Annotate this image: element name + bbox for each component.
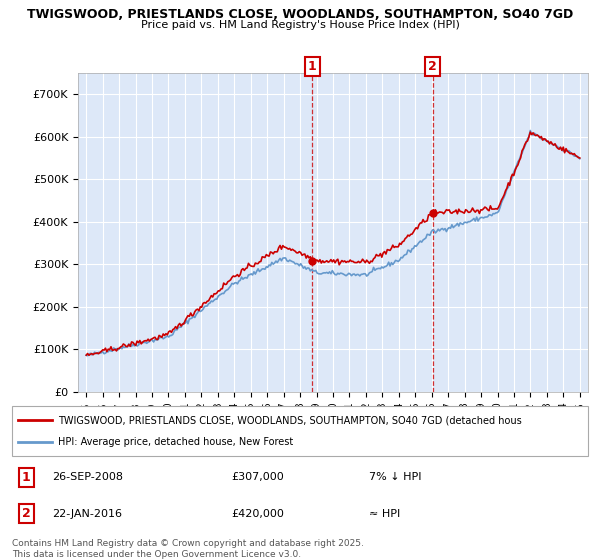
Text: Price paid vs. HM Land Registry's House Price Index (HPI): Price paid vs. HM Land Registry's House …: [140, 20, 460, 30]
Text: £307,000: £307,000: [231, 473, 284, 482]
Text: 1: 1: [308, 60, 317, 73]
Text: HPI: Average price, detached house, New Forest: HPI: Average price, detached house, New …: [58, 437, 293, 447]
FancyBboxPatch shape: [12, 406, 588, 456]
Text: 2: 2: [428, 60, 437, 73]
Text: Contains HM Land Registry data © Crown copyright and database right 2025.
This d: Contains HM Land Registry data © Crown c…: [12, 539, 364, 559]
Text: 7% ↓ HPI: 7% ↓ HPI: [369, 473, 422, 482]
Text: 2: 2: [22, 507, 31, 520]
Text: £420,000: £420,000: [231, 509, 284, 519]
Text: TWIGSWOOD, PRIESTLANDS CLOSE, WOODLANDS, SOUTHAMPTON, SO40 7GD: TWIGSWOOD, PRIESTLANDS CLOSE, WOODLANDS,…: [27, 8, 573, 21]
Text: TWIGSWOOD, PRIESTLANDS CLOSE, WOODLANDS, SOUTHAMPTON, SO40 7GD (detached hous: TWIGSWOOD, PRIESTLANDS CLOSE, WOODLANDS,…: [58, 415, 522, 425]
Text: ≈ HPI: ≈ HPI: [369, 509, 400, 519]
Text: 1: 1: [22, 471, 31, 484]
Text: 22-JAN-2016: 22-JAN-2016: [52, 509, 122, 519]
Text: 26-SEP-2008: 26-SEP-2008: [52, 473, 124, 482]
